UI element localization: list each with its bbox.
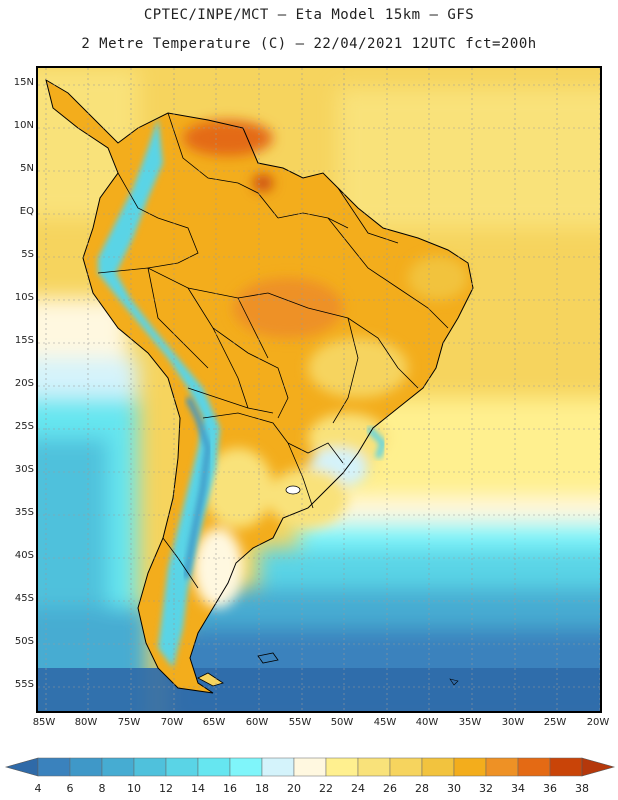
tierra-del-fuego (197, 672, 224, 687)
south-georgia (449, 678, 459, 686)
colorbar-swatch (229, 757, 263, 777)
colorbar-label: 14 (191, 782, 205, 795)
colorbar-label: 8 (98, 782, 106, 795)
colorbar-label: 32 (479, 782, 493, 795)
colorbar-swatch (165, 757, 199, 777)
colorbar-swatch (421, 757, 455, 777)
colorbar-swatch (293, 757, 327, 777)
land-temperature-patches (183, 120, 468, 608)
lat-tick-label: 5N (20, 163, 34, 174)
lon-tick-label: 45W (373, 717, 397, 728)
temperature-colorbar (4, 757, 616, 777)
colorbar-swatch (197, 757, 231, 777)
colorbar-label: 4 (34, 782, 42, 795)
lon-tick-label: 35W (458, 717, 482, 728)
lat-tick-label: 50S (14, 636, 34, 647)
colorbar-swatch (101, 757, 135, 777)
colorbar-label: 20 (287, 782, 301, 795)
map-title-source: CPTEC/INPE/MCT – Eta Model 15km – GFS (143, 7, 475, 23)
colorbar-label: 12 (159, 782, 173, 795)
brazil-highland-cold (365, 425, 387, 459)
lon-tick-label: 65W (202, 717, 226, 728)
lat-tick-label: 10N (13, 120, 34, 131)
lat-tick-label: 15S (14, 335, 34, 346)
lat-tick-label: 10S (14, 292, 34, 303)
lon-tick-label: 20W (586, 717, 610, 728)
lon-tick-label: 75W (117, 717, 141, 728)
colorbar-swatch (261, 757, 295, 777)
lon-tick-label: 70W (160, 717, 184, 728)
colorbar-swatch (325, 757, 359, 777)
lat-tick-label: 40S (14, 550, 34, 561)
graticule (38, 68, 600, 711)
colorbar-swatch (485, 757, 519, 777)
lagoa-dos-patos (285, 485, 301, 495)
colorbar-label: 26 (383, 782, 397, 795)
colorbar-label: 10 (127, 782, 141, 795)
colorbar-label: 24 (351, 782, 365, 795)
colorbar-swatch (37, 757, 71, 777)
lon-tick-label: 25W (543, 717, 567, 728)
colorbar-arrow-low (4, 757, 39, 777)
colorbar-label: 34 (511, 782, 525, 795)
colorbar-arrow-high (581, 757, 616, 777)
colorbar-swatch (133, 757, 167, 777)
lon-tick-label: 60W (245, 717, 269, 728)
colorbar-label: 16 (223, 782, 237, 795)
colorbar-label: 28 (415, 782, 429, 795)
lat-tick-label: 55S (14, 679, 34, 690)
lon-tick-label: 85W (32, 717, 56, 728)
lon-tick-label: 55W (288, 717, 312, 728)
lat-tick-label: EQ (19, 206, 34, 217)
colorbar-swatch (453, 757, 487, 777)
colorbar-label: 22 (319, 782, 333, 795)
colorbar-swatch (69, 757, 103, 777)
falkland-islands (257, 652, 279, 664)
south-america-landmass (46, 80, 473, 693)
andes-cold-ridge (98, 118, 220, 668)
lat-tick-label: 30S (14, 464, 34, 475)
lat-tick-label: 25S (14, 421, 34, 432)
coastline (45, 78, 474, 694)
lat-tick-label: 20S (14, 378, 34, 389)
lat-tick-label: 5S (21, 249, 34, 260)
ocean-cold-band (38, 668, 600, 711)
colorbar-label: 36 (543, 782, 557, 795)
lat-tick-label: 45S (14, 593, 34, 604)
colorbar-swatch (549, 757, 583, 777)
colorbar-swatch (517, 757, 551, 777)
lat-tick-label: 15N (13, 77, 34, 88)
map-canvas (38, 68, 600, 711)
colorbar-label: 38 (575, 782, 589, 795)
colorbar-label: 30 (447, 782, 461, 795)
lon-tick-label: 50W (330, 717, 354, 728)
lon-tick-label: 30W (501, 717, 525, 728)
colorbar-label: 6 (66, 782, 74, 795)
colorbar-label: 18 (255, 782, 269, 795)
temperature-map (36, 66, 602, 713)
map-title-variable: 2 Metre Temperature (C) – 22/04/2021 12U… (81, 36, 537, 52)
colorbar-swatch (389, 757, 423, 777)
colorbar-swatch (357, 757, 391, 777)
andes-high-peaks (183, 396, 212, 579)
lat-tick-label: 35S (14, 507, 34, 518)
lon-tick-label: 80W (74, 717, 98, 728)
lon-tick-label: 40W (415, 717, 439, 728)
